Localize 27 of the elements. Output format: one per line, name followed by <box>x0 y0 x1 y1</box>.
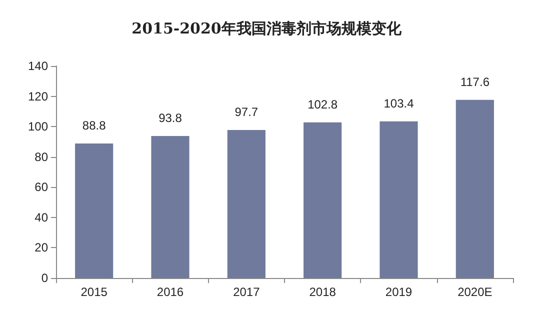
x-tick-label: 2015 <box>80 285 108 299</box>
y-tick-label: 0 <box>41 271 48 285</box>
x-tick-label: 2017 <box>233 285 260 299</box>
data-label: 103.4 <box>384 96 414 110</box>
data-label: 117.6 <box>460 74 490 89</box>
y-tick-label: 40 <box>34 210 48 224</box>
bar <box>380 121 418 278</box>
bar <box>456 100 494 278</box>
y-tick-label: 140 <box>28 59 48 73</box>
x-tick-label: 2018 <box>309 285 336 299</box>
data-label: 102.8 <box>308 97 338 112</box>
data-label: 88.8 <box>82 118 106 133</box>
chart-title: 2015-2020年我国消毒剂市场规模变化 <box>132 20 402 38</box>
x-tick-label: 2016 <box>156 285 184 299</box>
x-tick-label: 2019 <box>385 285 412 299</box>
y-tick-label: 100 <box>28 120 48 134</box>
bar <box>75 144 114 278</box>
data-label: 97.7 <box>234 105 258 120</box>
x-tick-label: 2020E <box>458 285 492 299</box>
y-tick-label: 120 <box>28 89 48 104</box>
bar <box>227 130 266 278</box>
y-tick-label: 60 <box>34 180 48 194</box>
bar <box>304 122 342 278</box>
y-tick-label: 80 <box>34 150 48 164</box>
data-label: 93.8 <box>158 110 182 125</box>
y-tick-label: 20 <box>34 240 48 255</box>
bar <box>151 136 190 278</box>
